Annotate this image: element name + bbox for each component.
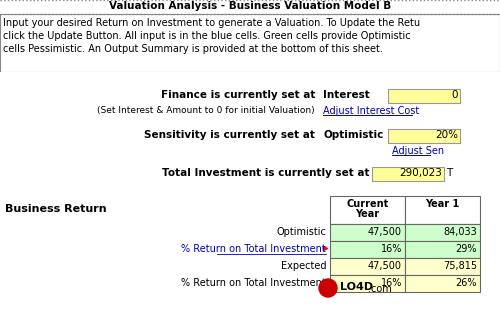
- Bar: [330, 258, 405, 275]
- Text: 16%: 16%: [380, 278, 402, 288]
- Text: 47,500: 47,500: [368, 227, 402, 237]
- Text: ♥: ♥: [322, 283, 332, 293]
- Text: 290,023: 290,023: [399, 168, 442, 178]
- Text: Valuation Analysis - Business Valuation Model B: Valuation Analysis - Business Valuation …: [109, 1, 391, 11]
- Text: Year: Year: [356, 209, 380, 219]
- Bar: [0, 14, 500, 72]
- Bar: [0, 0, 500, 14]
- Text: 47,500: 47,500: [368, 261, 402, 271]
- Text: .com: .com: [368, 284, 392, 294]
- Text: cells Pessimistic. An Output Summary is provided at the bottom of this sheet.: cells Pessimistic. An Output Summary is …: [3, 44, 383, 54]
- Text: Sensitivity is currently set at: Sensitivity is currently set at: [144, 130, 315, 140]
- Text: Business Return: Business Return: [5, 204, 106, 214]
- Text: click the Update Button. All input is in the blue cells. Green cells provide Opt: click the Update Button. All input is in…: [3, 31, 410, 41]
- Text: Adjust Interest Cost: Adjust Interest Cost: [323, 106, 419, 116]
- Circle shape: [319, 279, 337, 297]
- Bar: [330, 241, 405, 258]
- Text: Expected: Expected: [280, 261, 326, 271]
- Text: Optimistic: Optimistic: [323, 130, 384, 140]
- Text: Adjust Sen: Adjust Sen: [392, 146, 444, 156]
- Text: (Set Interest & Amount to 0 for initial Valuation): (Set Interest & Amount to 0 for initial …: [98, 106, 315, 115]
- Text: LO4D: LO4D: [340, 282, 373, 292]
- Text: % Return on Total Investment: % Return on Total Investment: [181, 244, 326, 254]
- Bar: [0, 72, 500, 320]
- Text: Current: Current: [346, 199, 389, 209]
- Bar: [405, 196, 480, 224]
- Bar: [330, 275, 405, 292]
- Text: Optimistic: Optimistic: [276, 227, 326, 237]
- Text: 29%: 29%: [456, 244, 477, 254]
- Text: 16%: 16%: [380, 244, 402, 254]
- Text: T: T: [446, 168, 452, 178]
- Text: Input your desired Return on Investment to generate a Valuation. To Update the R: Input your desired Return on Investment …: [3, 18, 420, 28]
- Bar: [388, 89, 460, 103]
- Bar: [405, 224, 480, 241]
- Bar: [405, 275, 480, 292]
- Text: Finance is currently set at: Finance is currently set at: [160, 90, 315, 100]
- Text: 0: 0: [452, 90, 458, 100]
- Text: Total Investment is currently set at: Total Investment is currently set at: [162, 168, 370, 178]
- Text: 26%: 26%: [456, 278, 477, 288]
- Text: 20%: 20%: [435, 130, 458, 140]
- Text: 75,815: 75,815: [443, 261, 477, 271]
- Bar: [330, 196, 405, 224]
- Bar: [405, 241, 480, 258]
- Bar: [330, 224, 405, 241]
- Text: Year 1: Year 1: [426, 199, 460, 209]
- Text: % Return on Total Investment: % Return on Total Investment: [181, 278, 326, 288]
- Text: Interest: Interest: [323, 90, 370, 100]
- Text: 84,033: 84,033: [444, 227, 477, 237]
- Bar: [388, 129, 460, 143]
- Bar: [372, 167, 444, 181]
- Bar: [405, 258, 480, 275]
